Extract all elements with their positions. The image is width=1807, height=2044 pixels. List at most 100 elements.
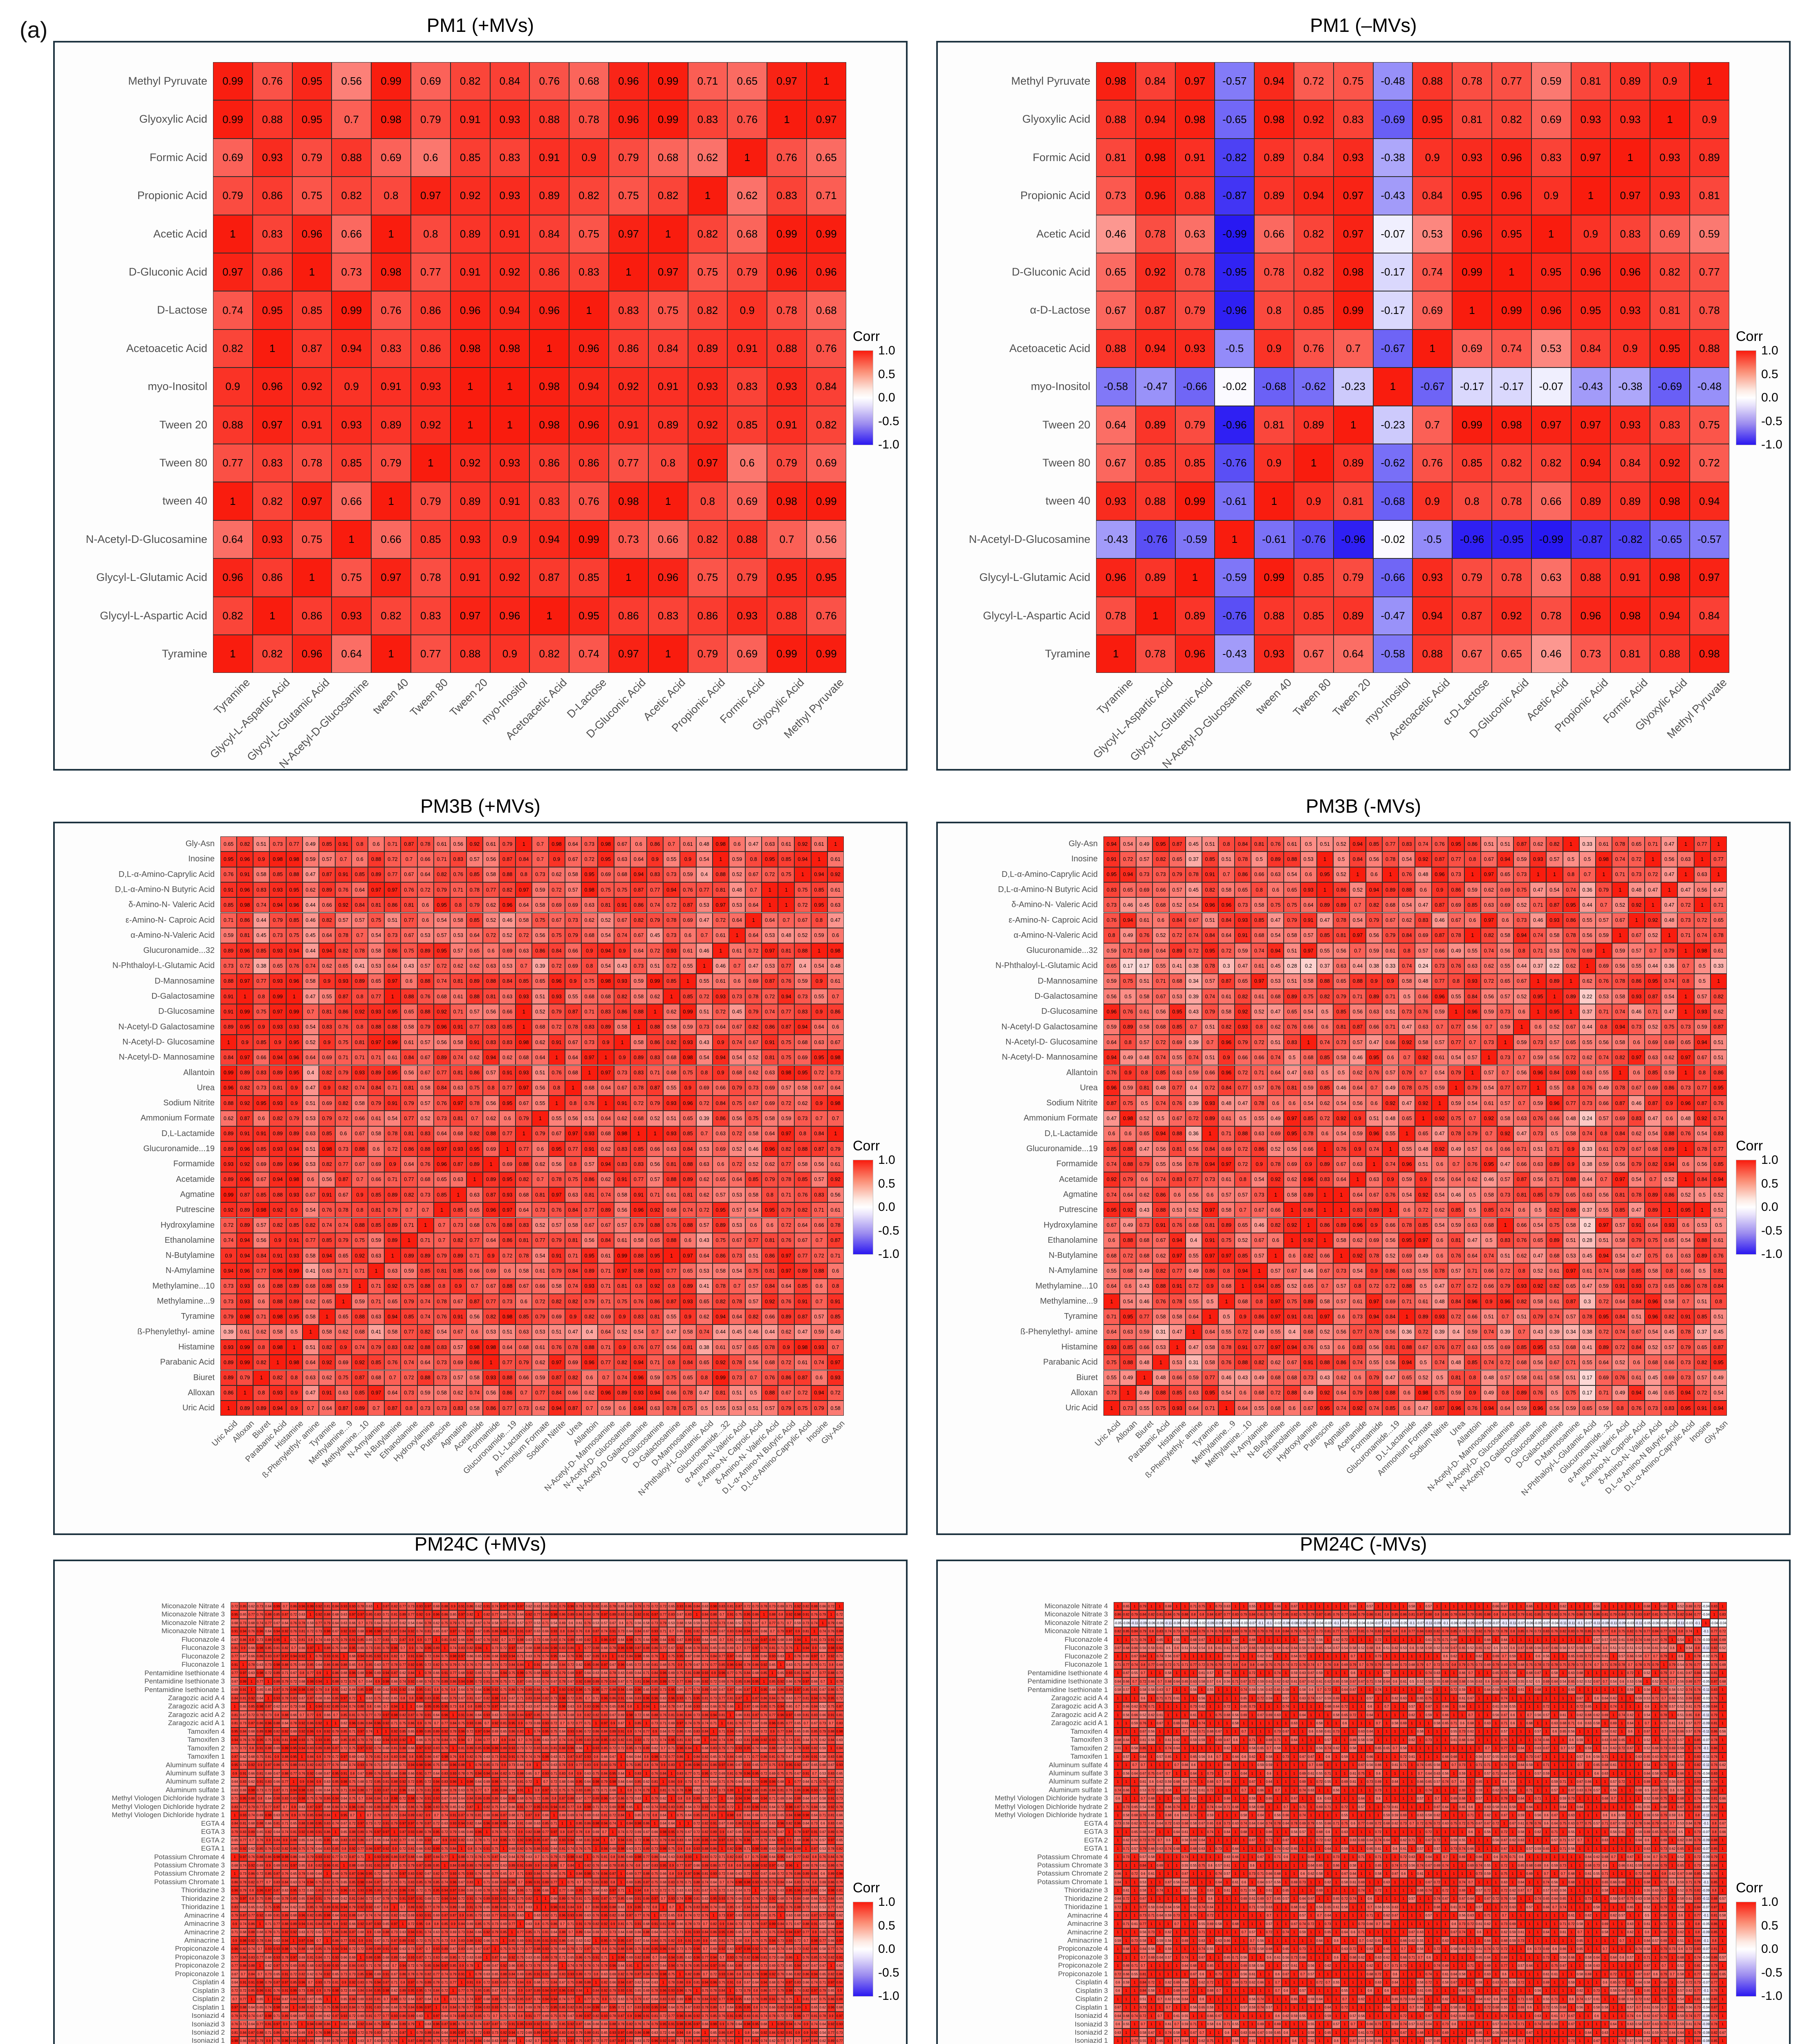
heatmap-cell: 0.96: [220, 1080, 237, 1096]
heatmap-cell: 0.88: [1254, 596, 1294, 635]
heatmap-cell: 0.83: [371, 329, 411, 368]
heatmap-cell: 0.79: [1169, 867, 1186, 882]
heatmap-cell: 1: [247, 1677, 256, 1686]
heatmap-cell: 0.77: [630, 1172, 647, 1187]
heatmap-cell: 0.57: [600, 1618, 609, 1627]
heatmap-cell: 0.91: [802, 1610, 810, 1619]
heatmap-cell: 0.97: [525, 1710, 533, 1719]
heatmap-cell: 0.76: [371, 291, 411, 329]
heatmap-cell: 0.6: [1333, 1309, 1350, 1325]
heatmap-cell: 0.43: [1136, 1202, 1153, 1218]
heatmap-cell: 1: [340, 1652, 348, 1661]
heatmap-cell: 0.93: [286, 1019, 303, 1035]
heatmap-cell: 0.9: [1464, 1385, 1481, 1401]
heatmap-cell: 0.98: [575, 1685, 583, 1694]
heatmap-cell: 0.74: [1267, 1050, 1284, 1065]
heatmap-cell: 0.47: [1530, 882, 1547, 898]
heatmap-cell: 0.98: [516, 1034, 532, 1050]
heatmap-cell: 0.55: [532, 1096, 549, 1111]
heatmap-cell: 0.56: [1612, 958, 1628, 974]
heatmap-cell: 0.97: [1316, 1309, 1333, 1325]
heatmap-cell: 0.6: [1202, 1187, 1218, 1203]
heatmap-cell: 0.89: [401, 1248, 417, 1264]
heatmap-cell: 0.67: [717, 1627, 726, 1636]
heatmap-cell: 0.53: [302, 1156, 319, 1172]
heatmap-cell: 0.83: [597, 1004, 614, 1020]
heatmap-cell: 0.88: [499, 1217, 516, 1233]
heatmap-cell: 0.64: [729, 912, 745, 928]
heatmap-row: 0.67 0.49 0.73 0.91 0.76 0.68 0.81 0.89 0.65 0.46…: [1103, 1217, 1727, 1233]
heatmap-cell: 0.67: [298, 1694, 306, 1703]
heatmap-cell: 0.73: [1096, 177, 1136, 215]
heatmap-cell: 0.81: [450, 1065, 466, 1080]
heatmap-cell: 0.97: [457, 1652, 466, 1661]
heatmap-cell: 0.52: [1152, 928, 1169, 944]
heatmap-cell: 0.86: [407, 1719, 416, 1728]
heatmap-cell: 0.97: [548, 1187, 565, 1203]
heatmap-cell: 0.86: [384, 897, 401, 913]
heatmap-cell: 0.98: [371, 253, 411, 291]
heatmap-cell: 1: [252, 596, 292, 635]
heatmap-cell: 0.22: [1546, 958, 1563, 974]
heatmap-cell: 0.64: [532, 1050, 549, 1065]
heatmap-cell: 0.82: [1546, 1278, 1563, 1294]
heatmap-cell: 0.84: [541, 1610, 550, 1619]
heatmap-cell: 0.69: [410, 62, 451, 101]
heatmap-cell: 0.77: [1251, 1339, 1268, 1355]
heatmap-cell: 0.72: [794, 897, 811, 913]
heatmap-cell: 0.91: [1175, 138, 1215, 177]
heatmap-cell: 0.64: [617, 1635, 626, 1644]
heatmap-cell: 0.83: [450, 1401, 466, 1416]
panel-pm3b-minus: PM3B (-MVs) 0.94 0.54 0.49 0.95 0.87 0.45 0.51…: [936, 795, 1791, 1535]
row-label: tween 40: [1045, 495, 1090, 507]
heatmap-cell: 0.54: [1464, 1096, 1481, 1111]
heatmap-cell: 0.81: [318, 1004, 335, 1020]
heatmap-cell: 0.57: [1694, 1370, 1711, 1385]
heatmap-cell: 0.88: [650, 1710, 659, 1719]
heatmap-cell: 0.95: [415, 1685, 424, 1694]
heatmap-cell: 0.58: [1612, 1034, 1628, 1050]
heatmap-cell: 0.66: [648, 520, 688, 559]
heatmap-cell: 0.55: [1579, 1355, 1596, 1370]
heatmap-cell: 0.47: [1464, 1233, 1481, 1248]
heatmap-cell: 0.7: [717, 1610, 726, 1619]
heatmap-cell: 0.69: [642, 1661, 651, 1669]
legend-tick: 0.0: [878, 391, 895, 404]
heatmap-cell: 0.76: [256, 1610, 265, 1619]
heatmap-cell: 0.88: [269, 1278, 286, 1294]
heatmap-cell: 0.55: [696, 973, 713, 989]
heatmap-cell: 0.67: [1694, 1050, 1711, 1065]
heatmap-cell: 1: [729, 928, 745, 944]
row-label: D-Mannosamine: [1038, 976, 1098, 986]
heatmap-cell: 0.85: [734, 1677, 743, 1686]
heatmap-cell: 0.69: [806, 444, 846, 482]
row-label: Tyramine: [161, 648, 207, 660]
heatmap-cell: 0.54: [1448, 1050, 1464, 1065]
heatmap-cell: 0.75: [1563, 1385, 1579, 1401]
heatmap-cell: 0.82: [745, 1019, 762, 1035]
heatmap-cell: 0.9: [1412, 138, 1453, 177]
heatmap-cell: 0.64: [565, 1050, 581, 1065]
heatmap-cell: 0.91: [384, 1096, 401, 1111]
heatmap-cell: 0.95: [1546, 1004, 1563, 1020]
heatmap-cell: 0.95: [499, 1172, 516, 1187]
legend-tick: -0.5: [878, 414, 899, 428]
heatmap-cell: 0.82: [529, 635, 569, 673]
heatmap-cell: 0.5: [1136, 1096, 1153, 1111]
heatmap-cell: -0.62: [1294, 368, 1334, 406]
heatmap-cell: 0.71: [811, 1202, 827, 1218]
heatmap-cell: 0.92: [1349, 1401, 1366, 1416]
heatmap-cell: 0.78: [1399, 1080, 1415, 1096]
heatmap-cell: 0.59: [1185, 1065, 1202, 1080]
heatmap-cell: 0.45: [1136, 897, 1153, 913]
heatmap-cell: 0.74: [491, 1602, 500, 1611]
heatmap-cell: 0.91: [331, 1685, 340, 1694]
heatmap-cell: 0.75: [712, 1233, 729, 1248]
heatmap-cell: 0.71: [827, 1248, 844, 1264]
heatmap-cell: 1: [1120, 1385, 1137, 1401]
heatmap-cell: 0.67: [1251, 1202, 1268, 1218]
heatmap-cell: 0.66: [709, 1702, 718, 1711]
heatmap-cell: 0.65: [365, 1635, 374, 1644]
heatmap-cell: 0.93: [549, 1627, 558, 1636]
heatmap-cell: 0.52: [1169, 897, 1186, 913]
